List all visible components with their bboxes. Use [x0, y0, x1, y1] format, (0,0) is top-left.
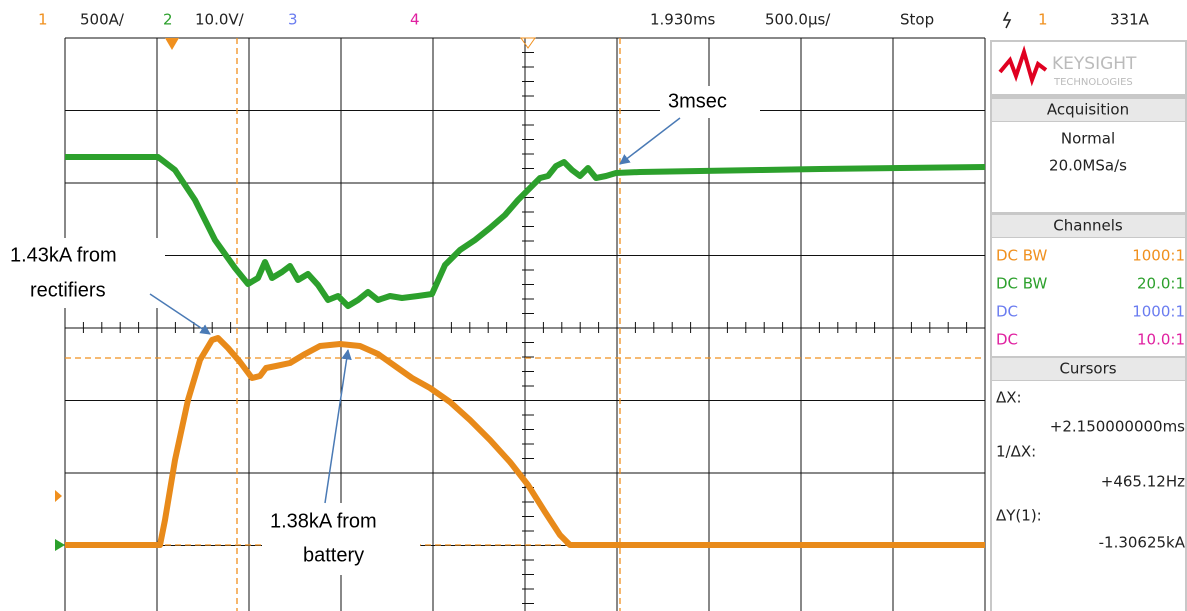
ch2-number[interactable]: 2 — [163, 11, 173, 29]
trigger-level[interactable]: 331A — [1110, 11, 1150, 29]
channels-title[interactable]: Channels — [1053, 217, 1123, 235]
note-peak-line-1: 1.43kA from — [10, 244, 117, 266]
note-peak-line-2: rectifiers — [30, 279, 106, 301]
acquisition-rate: 20.0MSa/s — [1049, 157, 1127, 175]
channel-coupling: DC BW — [996, 275, 1048, 293]
channel-coupling: DC — [996, 331, 1018, 349]
inv-dx-value: +465.12Hz — [1101, 473, 1185, 491]
trigger-source[interactable]: 1 — [1038, 11, 1048, 29]
oscilloscope-screen: 1 500A/ 2 10.0V/ 3 4 1.930ms 500.0µs/ St… — [0, 0, 1187, 611]
inv-dx-label: 1/ΔX: — [996, 443, 1036, 461]
channel-probe: 20.0:1 — [1137, 275, 1185, 293]
run-state[interactable]: Stop — [900, 11, 934, 29]
ch4-number[interactable]: 4 — [410, 11, 420, 29]
channel-coupling: DC — [996, 303, 1018, 321]
ch1-scale[interactable]: 500A/ — [80, 11, 125, 29]
channel-probe: 10.0:1 — [1137, 331, 1185, 349]
channel-coupling: DC BW — [996, 247, 1048, 265]
channel-probe: 1000:1 — [1132, 303, 1185, 321]
ch2-scale[interactable]: 10.0V/ — [195, 11, 245, 29]
acquisition-title[interactable]: Acquisition — [1047, 101, 1129, 119]
logo-subtext: TECHNOLOGIES — [1053, 77, 1133, 88]
channel-probe: 1000:1 — [1132, 247, 1185, 265]
dx-value: +2.150000000ms — [1050, 418, 1185, 436]
dx-label: ΔX: — [996, 389, 1022, 407]
note-battery-line-1: 1.38kA from — [270, 510, 377, 532]
ch1-number[interactable]: 1 — [38, 11, 48, 29]
dy-value: -1.30625kA — [1099, 534, 1186, 552]
dy-label: ΔY(1): — [996, 507, 1042, 525]
note-battery-line-2: battery — [303, 544, 364, 566]
section-body — [992, 381, 1185, 611]
note-3msec: 3msec — [668, 90, 727, 112]
acquisition-mode: Normal — [1061, 130, 1115, 148]
side-panel: KEYSIGHT TECHNOLOGIES Acquisition Normal… — [990, 40, 1187, 611]
time-position[interactable]: 1.930ms — [650, 11, 716, 29]
cursors-title[interactable]: Cursors — [1059, 360, 1116, 378]
logo-text: KEYSIGHT — [1052, 54, 1137, 74]
ch3-number[interactable]: 3 — [288, 11, 298, 29]
time-scale[interactable]: 500.0µs/ — [765, 11, 831, 29]
